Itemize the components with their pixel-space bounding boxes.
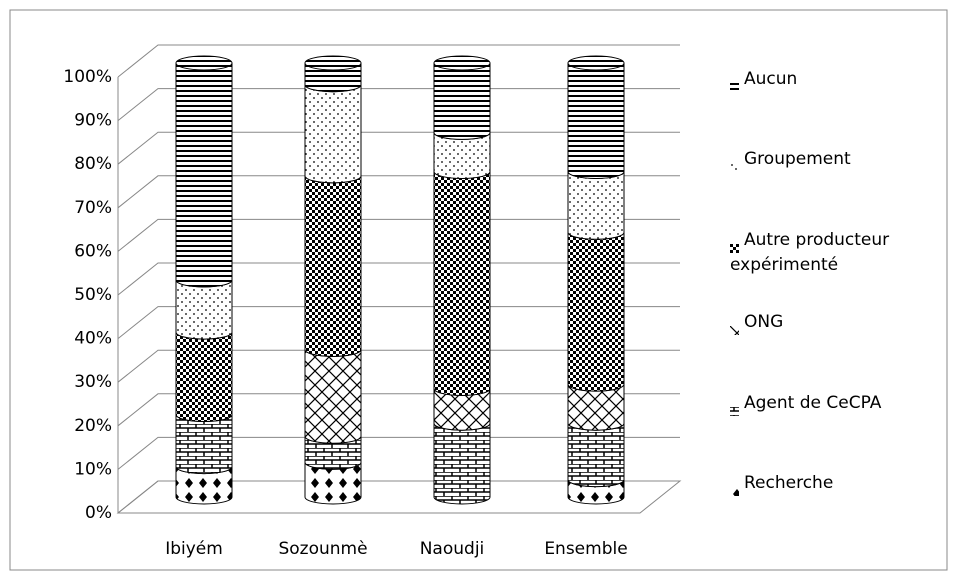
legend-label: ONG xyxy=(744,312,784,332)
bar-segment xyxy=(304,168,362,357)
legend-item: Recherche xyxy=(730,471,950,496)
bar-segment xyxy=(433,164,491,396)
y-tick-label: 70% xyxy=(74,198,112,218)
y-tick-label: 90% xyxy=(74,111,112,131)
y-tick-label: 60% xyxy=(74,241,112,261)
grid-line xyxy=(117,393,680,427)
bar-segment xyxy=(304,341,362,444)
legend-label: Aucun xyxy=(744,69,798,89)
legend-label: Agent de CeCPA xyxy=(744,393,882,413)
legend-swatch xyxy=(730,236,739,253)
y-tick-label: 10% xyxy=(74,459,112,479)
legend-item: Agent de CeCPA xyxy=(730,391,950,416)
bar-segment xyxy=(175,55,233,288)
legend-item: Autre producteur expérimenté xyxy=(730,228,950,278)
legend-item: ONG xyxy=(730,310,950,335)
y-tick-label: 100% xyxy=(63,67,112,87)
bar-segment xyxy=(304,55,362,93)
chart-border xyxy=(9,9,948,571)
legend-item: Groupement xyxy=(730,147,950,172)
grid-line xyxy=(117,44,680,78)
x-tick-label: Ensemble xyxy=(544,539,627,559)
grid-line xyxy=(117,306,680,339)
grid-line xyxy=(117,88,680,121)
bar-segment xyxy=(567,55,625,179)
y-tick-label: 30% xyxy=(74,372,112,392)
legend-label: Recherche xyxy=(744,473,834,493)
legend-label: Autre producteur expérimenté xyxy=(730,230,890,275)
grid-line xyxy=(117,480,680,514)
y-tick-label: 80% xyxy=(74,154,112,174)
legend-swatch xyxy=(730,75,739,92)
legend-label: Groupement xyxy=(744,149,851,169)
bar-segment xyxy=(304,77,362,184)
legend-swatch xyxy=(730,155,739,172)
grid-line xyxy=(117,349,680,383)
y-tick-label: 20% xyxy=(74,416,112,436)
legend-swatch xyxy=(730,399,739,416)
x-tick-label: Ibiyém xyxy=(165,539,223,559)
legend-swatch xyxy=(730,479,739,496)
y-tick-label: 0% xyxy=(85,503,112,523)
y-tick-label: 40% xyxy=(74,329,112,349)
grid-line xyxy=(117,218,680,252)
legend-swatch xyxy=(730,318,739,335)
grid-line xyxy=(117,175,680,209)
bar-segment xyxy=(567,224,625,392)
grid-line xyxy=(117,262,680,296)
bar-segment xyxy=(433,55,491,140)
x-tick-label: Sozounmè xyxy=(278,539,367,559)
x-tick-label: Naoudji xyxy=(420,539,485,559)
grid-line xyxy=(117,131,680,165)
y-tick-label: 50% xyxy=(74,285,112,305)
grid-line xyxy=(117,436,680,470)
legend-item: Aucun xyxy=(730,67,950,92)
